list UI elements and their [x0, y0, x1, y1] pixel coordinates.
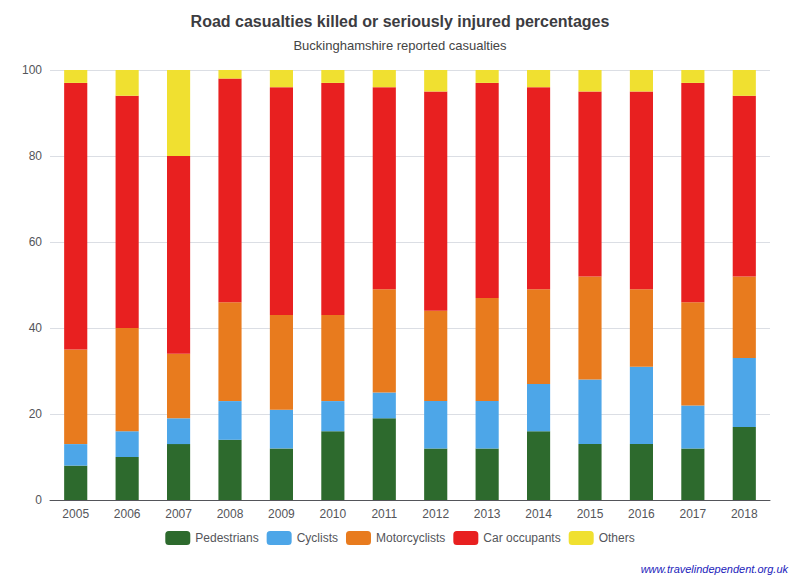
svg-text:2008: 2008 — [217, 507, 244, 521]
svg-text:2005: 2005 — [62, 507, 89, 521]
svg-text:60: 60 — [29, 235, 43, 249]
svg-text:0: 0 — [35, 493, 42, 507]
svg-text:100: 100 — [22, 63, 42, 77]
svg-text:20: 20 — [29, 407, 43, 421]
svg-text:Motorcyclists: Motorcyclists — [376, 531, 445, 545]
svg-text:2018: 2018 — [731, 507, 758, 521]
svg-text:2017: 2017 — [680, 507, 707, 521]
svg-text:Car occupants: Car occupants — [483, 531, 560, 545]
svg-text:2009: 2009 — [268, 507, 295, 521]
svg-text:80: 80 — [29, 149, 43, 163]
svg-text:Cyclists: Cyclists — [297, 531, 338, 545]
svg-text:40: 40 — [29, 321, 43, 335]
svg-text:2010: 2010 — [320, 507, 347, 521]
svg-text:2013: 2013 — [474, 507, 501, 521]
svg-text:2011: 2011 — [371, 507, 397, 521]
svg-text:www.travelindependent.org.uk: www.travelindependent.org.uk — [641, 563, 789, 575]
svg-text:Road casualties killed or seri: Road casualties killed or seriously inju… — [191, 13, 610, 30]
svg-text:2015: 2015 — [577, 507, 604, 521]
svg-text:2007: 2007 — [165, 507, 192, 521]
svg-text:2016: 2016 — [628, 507, 655, 521]
svg-text:Pedestrians: Pedestrians — [195, 531, 258, 545]
svg-text:Buckinghamshire reported casua: Buckinghamshire reported casualties — [293, 38, 507, 53]
svg-text:Others: Others — [599, 531, 635, 545]
svg-text:2012: 2012 — [422, 507, 449, 521]
svg-text:2006: 2006 — [114, 507, 141, 521]
svg-text:2014: 2014 — [525, 507, 552, 521]
